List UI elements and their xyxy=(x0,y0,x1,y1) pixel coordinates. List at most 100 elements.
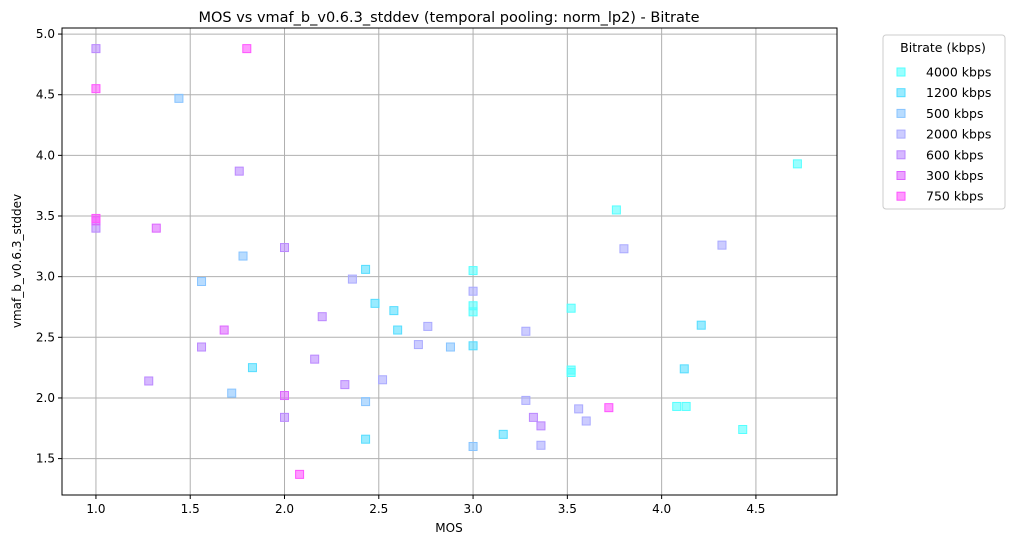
data-point xyxy=(340,380,350,390)
data-point xyxy=(370,298,380,308)
data-point xyxy=(792,159,802,169)
x-tick-label: 3.0 xyxy=(464,502,483,516)
data-point xyxy=(536,440,546,450)
data-point xyxy=(581,416,591,426)
data-point xyxy=(604,403,614,413)
y-tick-label: 1.5 xyxy=(36,452,55,466)
data-point xyxy=(611,205,621,215)
data-point xyxy=(280,412,290,422)
data-point xyxy=(242,44,252,54)
x-tick-label: 1.0 xyxy=(86,502,105,516)
legend-label: 750 kbps xyxy=(926,189,983,204)
data-point xyxy=(717,240,727,250)
data-point xyxy=(696,320,706,330)
data-point xyxy=(679,364,689,374)
legend-marker xyxy=(896,88,906,98)
y-tick-label: 4.5 xyxy=(36,88,55,102)
x-tick-label: 2.5 xyxy=(369,502,388,516)
data-point xyxy=(91,44,101,54)
data-point xyxy=(247,363,257,373)
x-axis-label: MOS xyxy=(435,521,462,535)
plot-background xyxy=(62,28,837,495)
data-point xyxy=(528,412,538,422)
legend-label: 2000 kbps xyxy=(926,127,991,142)
data-point xyxy=(234,166,244,176)
data-point xyxy=(468,266,478,276)
series-1200-kbps xyxy=(247,264,706,444)
x-tick-label: 1.5 xyxy=(181,502,200,516)
data-point xyxy=(389,306,399,316)
data-point xyxy=(619,244,629,254)
series-2000-kbps xyxy=(347,240,727,450)
data-point xyxy=(468,441,478,451)
data-point xyxy=(468,307,478,317)
y-tick-label: 2.5 xyxy=(36,330,55,344)
data-point xyxy=(280,243,290,253)
data-point xyxy=(91,84,101,94)
legend-label: 1200 kbps xyxy=(926,85,991,100)
data-point xyxy=(361,397,371,407)
data-point xyxy=(574,404,584,414)
data-point xyxy=(393,325,403,335)
data-point xyxy=(361,434,371,444)
legend-title: Bitrate (kbps) xyxy=(900,40,986,55)
legend-label: 300 kbps xyxy=(926,168,983,183)
data-point xyxy=(566,367,576,377)
data-point xyxy=(310,354,320,364)
x-tick-label: 2.0 xyxy=(275,502,294,516)
data-point xyxy=(521,326,531,336)
x-tick-label: 3.5 xyxy=(558,502,577,516)
legend-label: 600 kbps xyxy=(926,147,983,162)
legend-marker xyxy=(896,191,906,201)
y-tick-label: 2.0 xyxy=(36,391,55,405)
data-point xyxy=(144,376,154,386)
data-point xyxy=(423,321,433,331)
data-point xyxy=(672,401,682,411)
legend-marker xyxy=(896,150,906,160)
data-point xyxy=(197,277,207,287)
y-tick-label: 4.0 xyxy=(36,148,55,162)
y-tick-label: 5.0 xyxy=(36,27,55,41)
data-point xyxy=(280,391,290,401)
gridlines xyxy=(62,28,837,495)
data-point xyxy=(681,401,691,411)
series-500-kbps xyxy=(174,93,478,451)
legend: Bitrate (kbps) 4000 kbps 1200 kbps 500 kbp… xyxy=(882,34,1006,210)
legend-label: 500 kbps xyxy=(926,106,983,121)
data-point xyxy=(174,93,184,103)
legend-marker xyxy=(896,67,906,77)
data-point xyxy=(738,424,748,434)
series-750-kbps xyxy=(91,44,614,479)
plot-area: 1.0 1.5 2.0 2.5 3.0 3.5 4.0 4.5 1.5 2.0 2.5 3.0 3.5… xyxy=(36,27,838,516)
data-point xyxy=(378,375,388,385)
y-tick-label: 3.0 xyxy=(36,270,55,284)
data-point xyxy=(468,286,478,296)
data-point xyxy=(498,429,508,439)
data-point xyxy=(445,342,455,352)
data-point xyxy=(536,421,546,431)
data-point xyxy=(521,395,531,405)
data-points xyxy=(91,44,802,479)
series-4000-kbps xyxy=(468,159,802,434)
data-point xyxy=(317,312,327,322)
y-tick-label: 3.5 xyxy=(36,209,55,223)
data-point xyxy=(566,303,576,313)
data-point xyxy=(468,341,478,351)
legend-marker xyxy=(896,108,906,118)
data-point xyxy=(91,213,101,223)
y-axis-ticks: 1.5 2.0 2.5 3.0 3.5 4.0 4.5 5.0 xyxy=(36,27,62,466)
legend-marker xyxy=(896,171,906,180)
plot-frame xyxy=(61,27,838,496)
data-point xyxy=(227,388,237,398)
legend-box xyxy=(882,34,1006,210)
x-tick-label: 4.0 xyxy=(652,502,671,516)
data-point xyxy=(413,340,423,350)
data-point xyxy=(361,264,371,274)
series-600-kbps xyxy=(91,44,546,431)
x-axis-ticks: 1.0 1.5 2.0 2.5 3.0 3.5 4.0 4.5 xyxy=(86,495,765,516)
data-point xyxy=(197,342,207,352)
legend-items: 4000 kbps 1200 kbps 500 kbps 2000 kbps 600 k… xyxy=(896,65,991,204)
legend-label: 4000 kbps xyxy=(926,65,991,80)
x-tick-label: 4.5 xyxy=(746,502,765,516)
